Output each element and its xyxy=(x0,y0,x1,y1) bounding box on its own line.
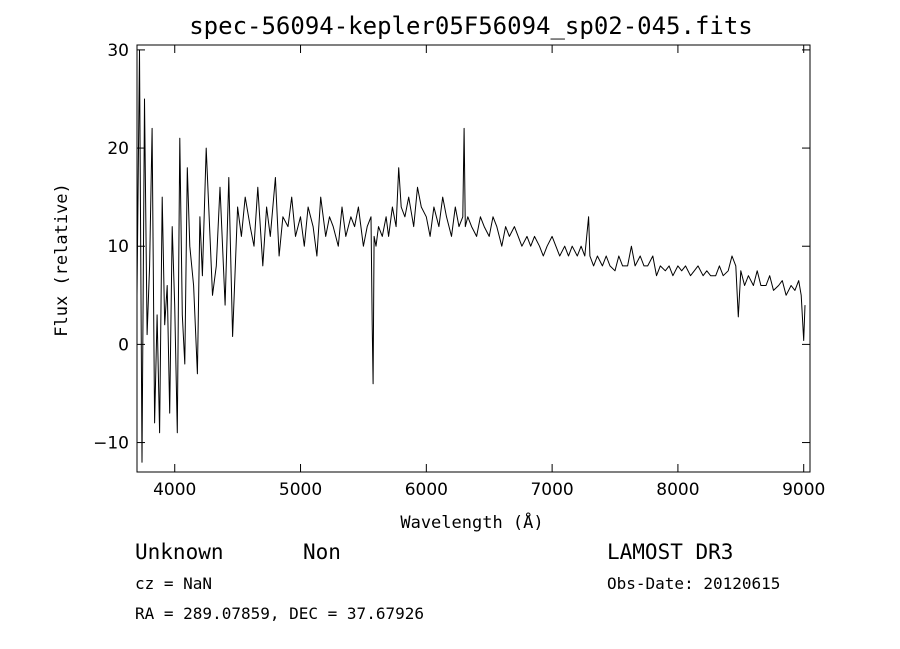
plot-frame xyxy=(136,44,811,473)
class-label: Unknown xyxy=(135,540,224,564)
y-axis-ticks: −10 0 10 20 30 xyxy=(93,41,810,454)
y-tick-label: 0 xyxy=(118,335,129,355)
series-group xyxy=(136,49,806,463)
y-tick-label: −10 xyxy=(93,434,129,454)
x-tick-label: 8000 xyxy=(656,480,699,500)
obs-date-text: Obs-Date: 20120615 xyxy=(607,574,780,593)
x-tick-label: 7000 xyxy=(530,480,573,500)
x-axis-ticks: 4000 5000 6000 7000 8000 9000 xyxy=(153,45,825,500)
chart-title: spec-56094-kepler05F56094_sp02-045.fits xyxy=(189,12,753,40)
subclass-label: Non xyxy=(303,540,341,564)
x-axis-label: Wavelength (Å) xyxy=(400,511,543,533)
survey-label: LAMOST DR3 xyxy=(607,540,733,564)
cz-text: cz = NaN xyxy=(135,574,212,593)
coords-text: RA = 289.07859, DEC = 37.67926 xyxy=(135,604,424,623)
y-tick-label: 10 xyxy=(107,237,129,257)
spectrum-line xyxy=(136,49,806,463)
x-tick-label: 6000 xyxy=(405,480,448,500)
y-axis-label: Flux (relative) xyxy=(52,183,72,337)
y-tick-label: 30 xyxy=(107,41,129,61)
x-tick-label: 4000 xyxy=(153,480,196,500)
x-tick-label: 9000 xyxy=(782,480,825,500)
y-tick-label: 20 xyxy=(107,139,129,159)
x-tick-label: 5000 xyxy=(279,480,322,500)
